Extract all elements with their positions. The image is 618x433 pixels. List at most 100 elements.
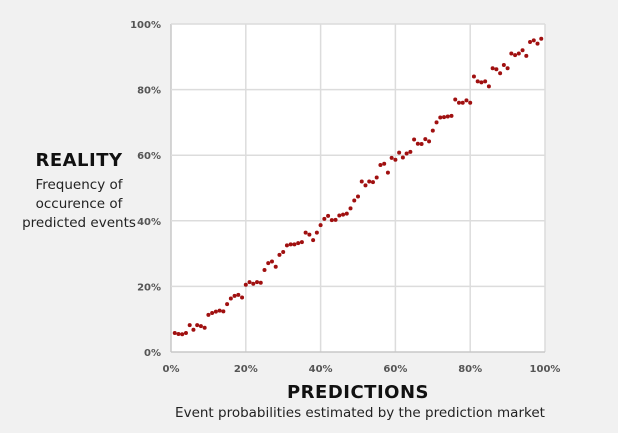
data-point <box>344 211 349 216</box>
data-point <box>195 323 200 328</box>
y-axis-title: REALITY <box>35 150 123 171</box>
data-point <box>468 100 473 105</box>
data-point <box>198 324 203 329</box>
data-point <box>337 213 342 218</box>
data-point <box>299 240 304 245</box>
data-point <box>333 217 338 222</box>
data-point <box>516 51 521 56</box>
data-point <box>385 170 390 175</box>
data-point <box>438 115 443 120</box>
data-point <box>296 241 301 246</box>
data-point <box>393 157 398 162</box>
data-point <box>483 79 488 84</box>
data-point <box>378 163 383 168</box>
data-point <box>367 179 372 184</box>
data-point <box>479 80 484 85</box>
data-point <box>213 309 218 314</box>
data-point <box>303 230 308 235</box>
y-tick-label: 80% <box>137 86 161 97</box>
data-point <box>415 141 420 146</box>
y-tick-label: 20% <box>137 282 161 293</box>
data-point <box>225 302 230 307</box>
data-point <box>498 71 503 76</box>
data-point <box>329 218 334 223</box>
data-point <box>389 155 394 160</box>
data-point <box>509 51 514 56</box>
data-point <box>535 41 540 46</box>
data-point <box>326 213 331 218</box>
data-point <box>311 238 316 243</box>
x-tick-label: 80% <box>458 364 482 375</box>
data-point <box>430 128 435 133</box>
data-point <box>356 194 360 199</box>
data-point <box>176 331 181 336</box>
data-point <box>419 142 424 147</box>
data-point <box>187 323 192 328</box>
data-point <box>206 312 211 317</box>
data-point <box>400 155 405 160</box>
x-tick-label: 100% <box>530 364 561 375</box>
data-point <box>363 183 368 188</box>
x-tick-label: 60% <box>383 364 407 375</box>
data-point <box>258 280 263 285</box>
data-point <box>501 63 506 67</box>
data-point <box>486 84 491 89</box>
data-point <box>262 268 267 272</box>
data-point <box>228 296 233 301</box>
data-point <box>475 79 480 84</box>
data-point <box>247 280 252 285</box>
data-point <box>292 242 297 247</box>
x-tick-label: 20% <box>234 364 258 375</box>
data-point <box>528 40 533 45</box>
data-point <box>359 179 364 184</box>
data-point <box>269 259 274 264</box>
data-point <box>172 330 177 335</box>
data-point <box>236 292 241 297</box>
data-point <box>281 249 286 254</box>
data-point <box>490 66 495 71</box>
data-point <box>180 332 185 337</box>
data-point <box>404 151 409 156</box>
y-tick-label: 60% <box>137 151 161 162</box>
data-point <box>494 67 499 72</box>
data-point <box>217 308 222 313</box>
data-point <box>539 36 544 41</box>
y-tick-label: 0% <box>144 348 161 359</box>
data-point <box>434 120 439 125</box>
data-point <box>427 139 432 144</box>
data-point <box>251 281 256 286</box>
data-point <box>307 232 312 237</box>
x-axis-subtitle: Event probabilities estimated by the pre… <box>175 405 545 421</box>
data-point <box>352 198 357 203</box>
data-point <box>314 230 319 235</box>
data-point <box>232 293 237 298</box>
data-point <box>266 261 271 266</box>
data-point <box>445 114 450 119</box>
data-point <box>464 98 469 103</box>
data-point <box>221 309 226 314</box>
data-point <box>284 243 289 248</box>
data-point <box>513 53 518 58</box>
data-point <box>505 66 510 71</box>
data-point <box>243 282 248 287</box>
data-point <box>460 100 465 105</box>
data-point <box>382 161 387 166</box>
data-point <box>471 74 476 79</box>
data-point <box>408 149 413 154</box>
data-point <box>423 137 428 142</box>
y-tick-label: 100% <box>130 20 161 31</box>
data-point <box>449 113 454 118</box>
data-point <box>255 280 260 285</box>
data-point <box>202 325 207 330</box>
data-point <box>341 212 346 217</box>
data-point <box>273 264 278 269</box>
data-point <box>374 175 379 180</box>
x-axis-title: PREDICTIONS <box>286 382 429 403</box>
data-point <box>456 100 461 105</box>
data-point <box>240 295 245 300</box>
y-tick-label: 40% <box>137 217 161 228</box>
data-point <box>288 242 293 247</box>
data-point <box>277 252 282 257</box>
data-point <box>348 206 353 211</box>
